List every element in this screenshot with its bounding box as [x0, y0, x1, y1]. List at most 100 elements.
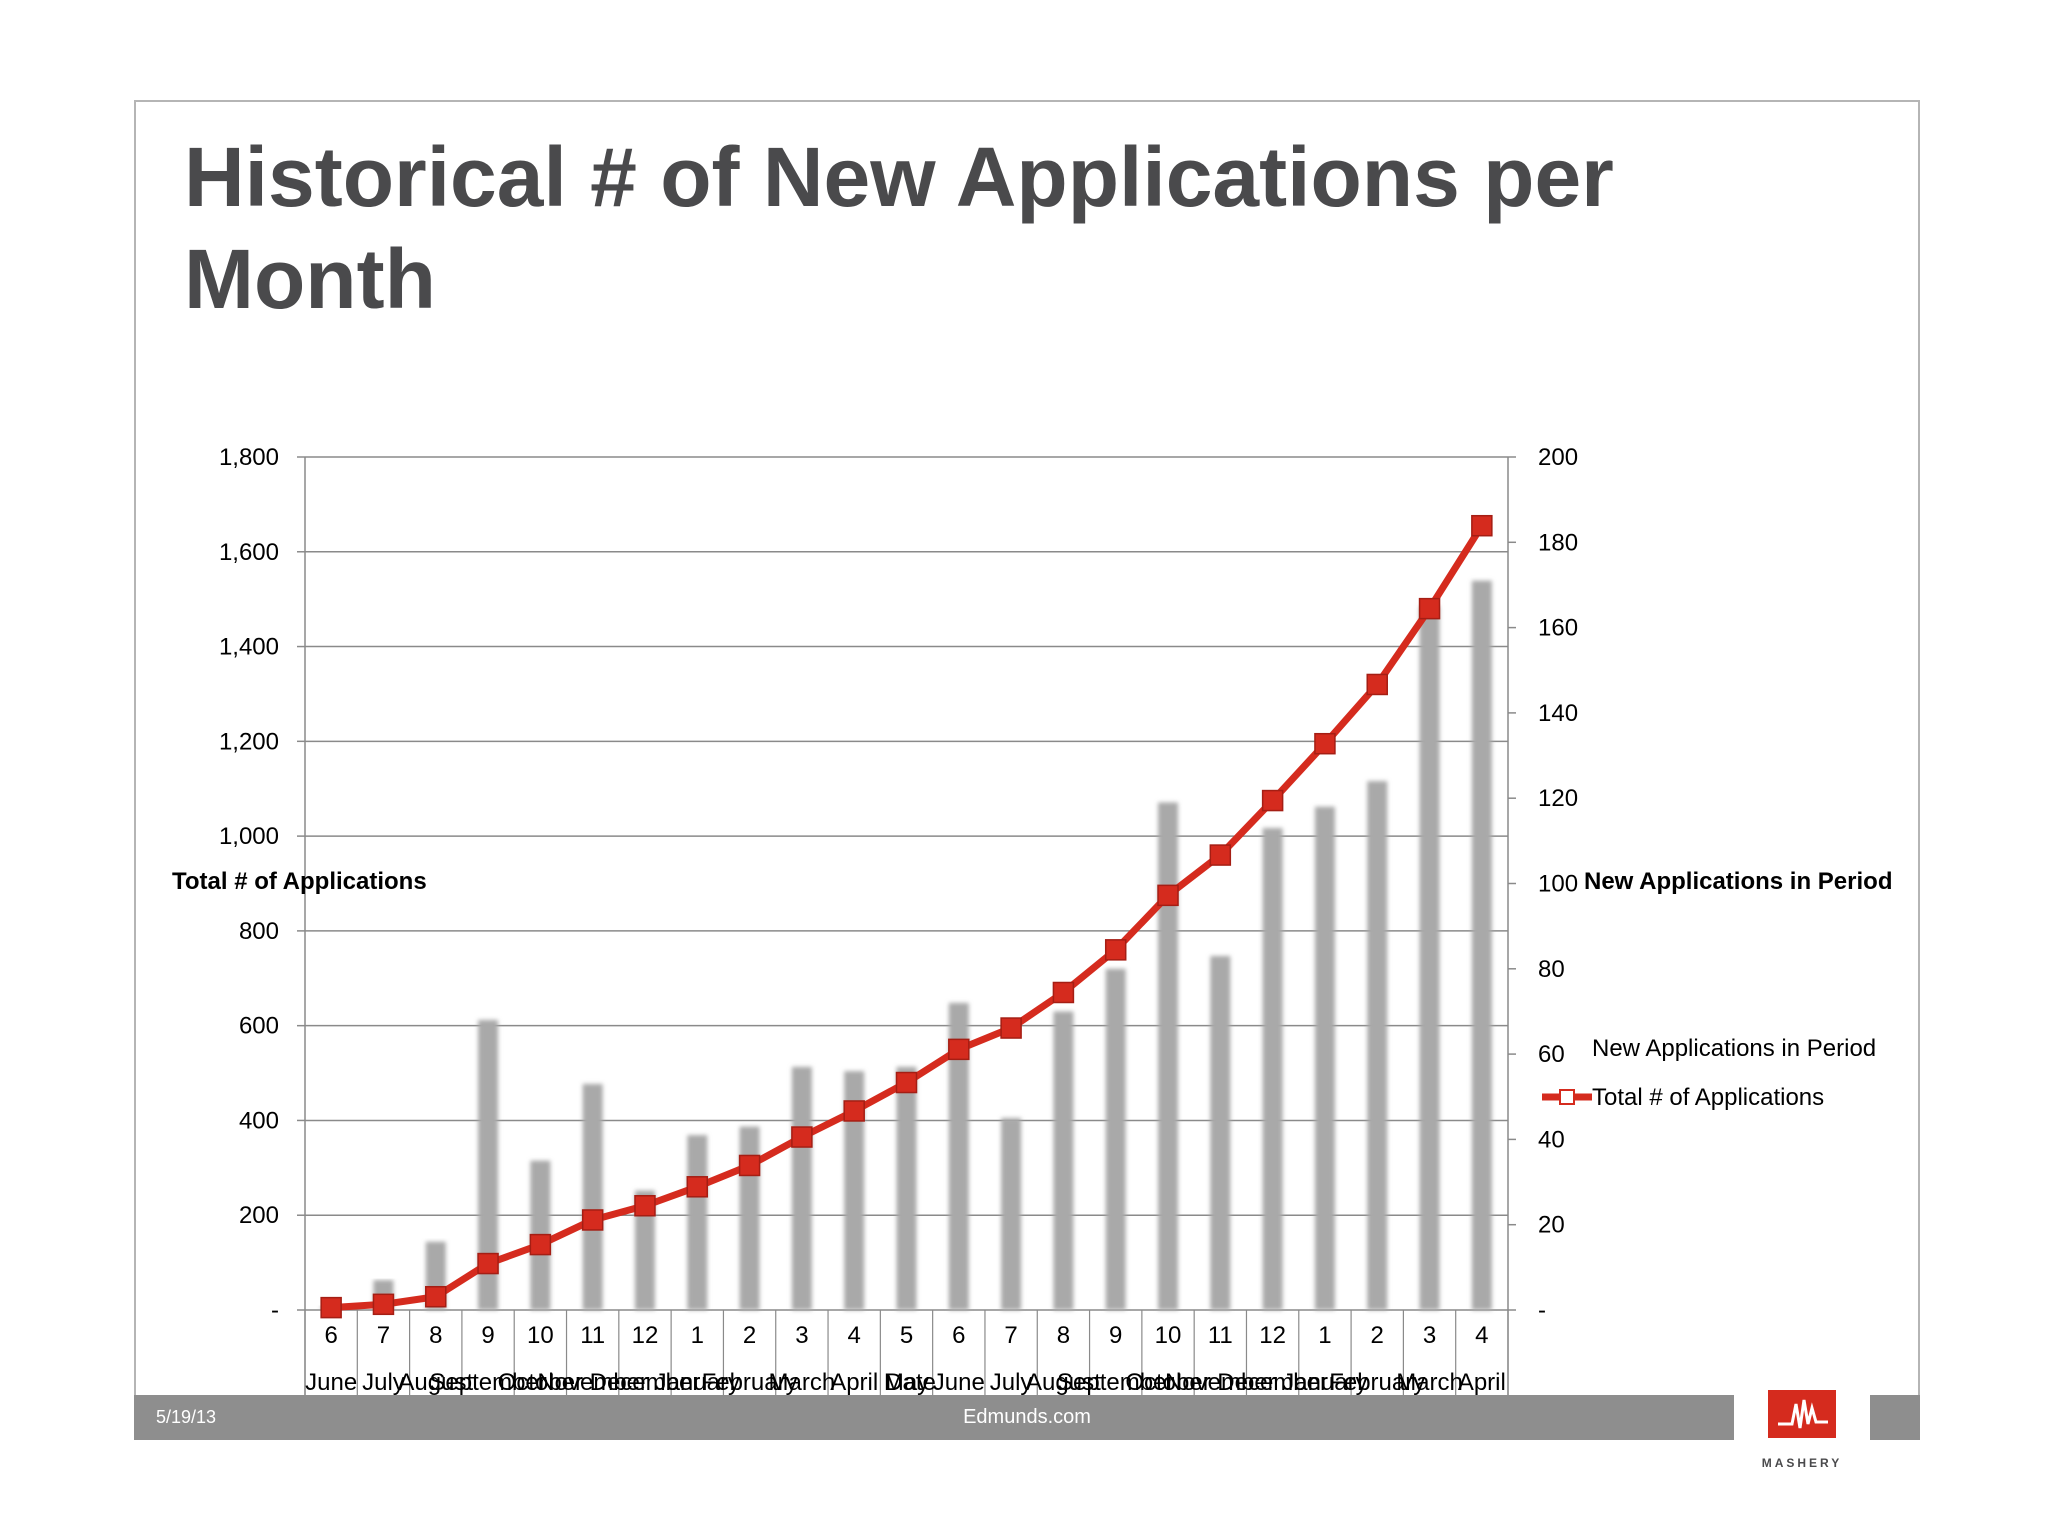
- line-marker: [791, 1126, 813, 1148]
- line-marker: [738, 1154, 761, 1177]
- category-number-label: 4: [848, 1322, 861, 1349]
- bar: [1471, 580, 1492, 1310]
- category-number-label: 9: [1109, 1322, 1122, 1349]
- line-marker: [1471, 514, 1493, 537]
- bar: [1419, 606, 1440, 1310]
- left-tick-label: -: [271, 1297, 279, 1324]
- category-number-label: 2: [1371, 1322, 1384, 1349]
- legend-label-line: Total # of Applications: [1592, 1084, 1824, 1111]
- logo-icon: [1768, 1390, 1836, 1438]
- right-tick-label: 120: [1538, 785, 1578, 812]
- line-marker: [948, 1038, 970, 1061]
- logo-text: MASHERY: [1761, 1456, 1843, 1470]
- right-tick-label: 80: [1538, 956, 1565, 983]
- category-number-label: 7: [377, 1322, 390, 1349]
- footer-bar: 5/19/13 Edmunds.com: [134, 1395, 1920, 1440]
- right-tick-label: 160: [1538, 615, 1578, 642]
- right-tick-label: 180: [1538, 529, 1578, 556]
- category-number-label: 7: [1004, 1322, 1017, 1349]
- line-marker: [686, 1176, 709, 1198]
- left-axis-title: Total # of Applications: [172, 868, 427, 895]
- line-marker: [1366, 673, 1388, 696]
- legend-label-bars: New Applications in Period: [1592, 1035, 1876, 1062]
- left-tick-label: 800: [239, 918, 279, 945]
- category-number-label: 3: [1423, 1322, 1436, 1349]
- x-axis-title: Date: [885, 1369, 936, 1396]
- category-number-label: 1: [691, 1322, 704, 1349]
- category-number-label: 10: [527, 1322, 554, 1349]
- line-marker: [425, 1285, 447, 1308]
- bar: [1210, 956, 1231, 1310]
- left-tick-label: 1,400: [219, 634, 279, 661]
- category-month-label: July: [362, 1369, 405, 1396]
- bar: [1001, 1118, 1022, 1310]
- left-tick-label: 1,000: [219, 823, 279, 850]
- line-marker: [1209, 844, 1232, 866]
- category-month-label: January: [1282, 1369, 1367, 1396]
- bar: [1053, 1011, 1074, 1310]
- category-number-label: 10: [1155, 1322, 1182, 1349]
- category-number-label: 6: [324, 1322, 337, 1349]
- bar: [844, 1071, 865, 1310]
- slide-title: Historical # of New Applications per Mon…: [184, 130, 1614, 326]
- line-marker: [895, 1071, 918, 1094]
- category-month-label: September: [429, 1369, 546, 1396]
- category-number-label: 9: [481, 1322, 494, 1349]
- line-marker: [1261, 789, 1284, 812]
- line-marker: [477, 1252, 499, 1275]
- line-marker: [843, 1100, 865, 1122]
- category-month-label: January: [655, 1369, 740, 1396]
- category-month-label: October: [498, 1369, 583, 1396]
- bar: [896, 1066, 917, 1310]
- line-marker: [1418, 597, 1441, 620]
- left-tick-label: 200: [239, 1202, 279, 1229]
- left-tick-label: 1,600: [219, 539, 279, 566]
- line-marker: [1000, 1017, 1022, 1039]
- line-marker: [529, 1233, 552, 1256]
- line-marker: [581, 1209, 604, 1231]
- category-month-label: June: [933, 1369, 985, 1396]
- bar: [739, 1126, 760, 1310]
- mashery-logo: [1734, 1384, 1870, 1480]
- footer-site: Edmunds.com: [963, 1406, 1091, 1428]
- bar: [634, 1190, 655, 1310]
- line-marker: [320, 1296, 342, 1319]
- bar: [1158, 802, 1179, 1310]
- category-month-label: February: [1329, 1369, 1425, 1396]
- category-month-label: August: [398, 1369, 473, 1396]
- bar: [582, 1083, 603, 1310]
- category-number-label: 11: [1208, 1322, 1233, 1349]
- bar: [687, 1135, 708, 1310]
- right-axis-title: New Applications in Period: [1584, 868, 1892, 895]
- category-month-label: December: [590, 1369, 701, 1396]
- bar: [1367, 781, 1388, 1310]
- category-number-label: 8: [429, 1322, 442, 1349]
- category-month-label: April: [1458, 1369, 1506, 1396]
- line-marker: [372, 1293, 395, 1316]
- category-number-label: 2: [743, 1322, 756, 1349]
- right-tick-label: 100: [1538, 871, 1578, 898]
- right-tick-label: 40: [1538, 1126, 1565, 1153]
- category-month-label: August: [1026, 1369, 1101, 1396]
- bar: [948, 1002, 969, 1310]
- right-tick-label: 20: [1538, 1212, 1565, 1239]
- category-month-label: October: [1125, 1369, 1210, 1396]
- bar: [478, 1019, 499, 1310]
- category-month-label: July: [990, 1369, 1033, 1396]
- category-number-label: 12: [632, 1322, 659, 1349]
- category-month-label: November: [537, 1369, 648, 1396]
- line-marker: [1052, 981, 1075, 1004]
- category-month-label: September: [1057, 1369, 1174, 1396]
- left-tick-label: 1,200: [219, 728, 279, 755]
- line-marker: [1157, 884, 1179, 907]
- line-marker: [1104, 939, 1127, 961]
- right-tick-label: 200: [1538, 444, 1578, 471]
- category-month-label: December: [1217, 1369, 1328, 1396]
- category-month-label: April: [830, 1369, 878, 1396]
- footer-date: 5/19/13: [156, 1407, 217, 1427]
- category-number-label: 4: [1475, 1322, 1488, 1349]
- right-tick-label: 140: [1538, 700, 1578, 727]
- bar: [1262, 828, 1283, 1310]
- category-number-label: 8: [1057, 1322, 1070, 1349]
